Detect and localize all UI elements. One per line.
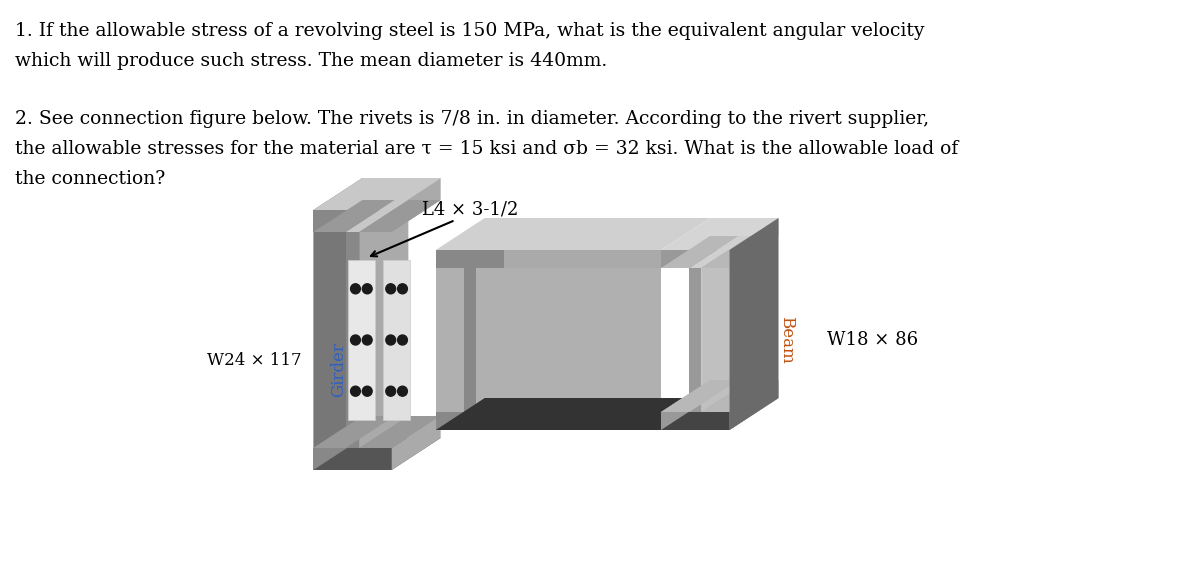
Polygon shape [313, 416, 395, 448]
Polygon shape [661, 398, 779, 430]
Polygon shape [690, 236, 750, 268]
Polygon shape [730, 218, 779, 430]
Polygon shape [313, 178, 362, 470]
Circle shape [397, 284, 407, 294]
Polygon shape [436, 412, 661, 430]
Text: W24 × 117: W24 × 117 [206, 352, 301, 369]
Polygon shape [313, 210, 391, 232]
Polygon shape [436, 268, 661, 412]
Text: the connection?: the connection? [14, 170, 164, 188]
Text: which will produce such stress. The mean diameter is 440mm.: which will produce such stress. The mean… [14, 52, 607, 70]
Polygon shape [383, 260, 410, 420]
Circle shape [386, 386, 396, 396]
Polygon shape [661, 250, 730, 268]
Polygon shape [436, 412, 504, 430]
Polygon shape [690, 268, 701, 412]
Circle shape [397, 335, 407, 345]
Polygon shape [436, 250, 661, 268]
Circle shape [362, 335, 372, 345]
Circle shape [350, 284, 360, 294]
Polygon shape [701, 380, 779, 412]
Text: W18 × 86: W18 × 86 [828, 331, 919, 349]
Polygon shape [464, 268, 476, 412]
Circle shape [350, 386, 360, 396]
Polygon shape [313, 448, 391, 470]
Polygon shape [661, 236, 738, 268]
Circle shape [386, 335, 396, 345]
Polygon shape [359, 200, 408, 448]
Text: 2. See connection figure below. The rivets is 7/8 in. in diameter. According to : 2. See connection figure below. The rive… [14, 110, 929, 128]
Polygon shape [701, 236, 750, 412]
Polygon shape [391, 178, 440, 232]
Polygon shape [359, 416, 440, 448]
Polygon shape [661, 218, 779, 250]
Polygon shape [359, 200, 440, 232]
Circle shape [386, 284, 396, 294]
Polygon shape [346, 200, 408, 232]
Polygon shape [701, 236, 779, 268]
Polygon shape [391, 416, 440, 470]
Polygon shape [436, 398, 710, 430]
Circle shape [350, 335, 360, 345]
Polygon shape [313, 200, 395, 232]
Polygon shape [661, 380, 738, 412]
Circle shape [362, 386, 372, 396]
Polygon shape [730, 380, 779, 430]
Text: L4 × 3-1/2: L4 × 3-1/2 [422, 200, 518, 218]
Polygon shape [436, 218, 710, 250]
Polygon shape [661, 412, 730, 430]
Text: Girder: Girder [330, 343, 347, 397]
Polygon shape [348, 260, 376, 420]
Circle shape [362, 284, 372, 294]
Polygon shape [436, 250, 504, 268]
Polygon shape [730, 218, 779, 268]
Polygon shape [661, 380, 779, 412]
Text: Beam: Beam [778, 316, 794, 364]
Circle shape [397, 386, 407, 396]
Polygon shape [313, 416, 440, 448]
Polygon shape [346, 232, 359, 448]
Polygon shape [313, 178, 440, 210]
Text: the allowable stresses for the material are τ = 15 ksi and σb = 32 ksi. What is : the allowable stresses for the material … [14, 140, 958, 158]
Polygon shape [313, 438, 440, 470]
Text: 1. If the allowable stress of a revolving steel is 150 MPa, what is the equivale: 1. If the allowable stress of a revolvin… [14, 22, 924, 40]
